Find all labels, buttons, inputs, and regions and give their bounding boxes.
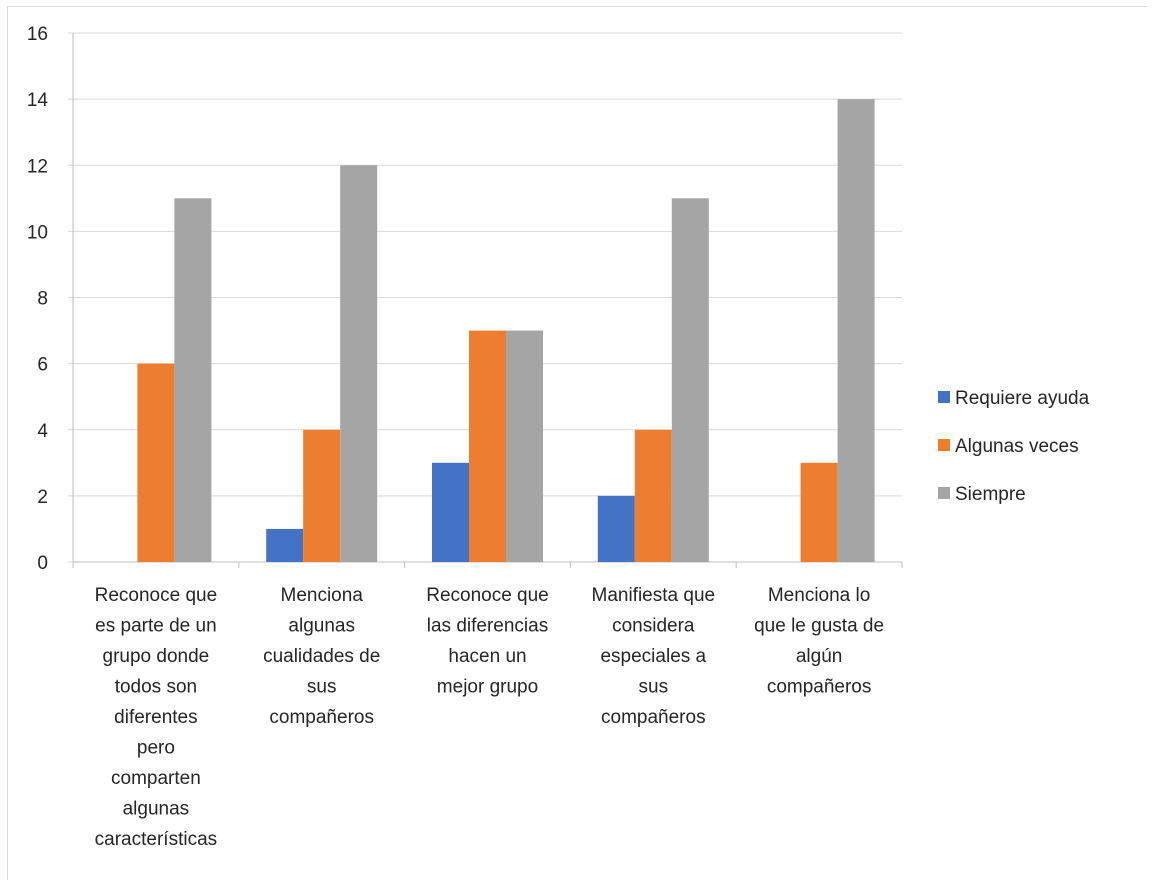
x-category-label: comparten xyxy=(111,768,201,789)
x-category-label: pero xyxy=(137,738,175,759)
y-tick-label: 4 xyxy=(37,421,48,442)
legend-label: Requiere ayuda xyxy=(955,388,1090,409)
bar-requiere-ayuda[interactable] xyxy=(432,462,469,562)
bar-siempre[interactable] xyxy=(506,330,543,562)
chart-frame xyxy=(7,6,1147,880)
y-tick-label: 10 xyxy=(27,222,48,243)
bar-siempre[interactable] xyxy=(340,165,378,562)
y-tick-label: 6 xyxy=(37,355,48,376)
x-category-label: algún xyxy=(796,646,843,667)
x-category-label: características xyxy=(95,829,217,850)
x-category-label: algunas xyxy=(123,799,190,820)
x-category-label: hacen un xyxy=(448,646,526,667)
x-category-label: cualidades de xyxy=(263,646,380,667)
y-tick-label: 8 xyxy=(37,289,48,310)
x-category-label: compañeros xyxy=(269,707,374,728)
x-category-label: Manifiesta que xyxy=(592,585,716,606)
x-category-label: grupo donde xyxy=(103,646,210,667)
legend-swatch xyxy=(938,439,950,451)
bar-algunas-veces[interactable] xyxy=(469,330,506,562)
x-category-label: algunas xyxy=(288,616,355,637)
legend-label: Algunas veces xyxy=(955,436,1079,457)
x-category-label: Reconoce que xyxy=(95,585,218,606)
bar-siempre[interactable] xyxy=(837,99,875,562)
y-tick-label: 14 xyxy=(27,90,49,111)
bar-siempre[interactable] xyxy=(174,198,212,562)
bar-algunas-veces[interactable] xyxy=(800,462,838,562)
legend-swatch xyxy=(938,391,950,403)
x-category-label: Menciona xyxy=(281,585,364,606)
legend-label: Siempre xyxy=(955,484,1026,505)
bar-siempre[interactable] xyxy=(671,198,709,562)
x-category-label: sus xyxy=(307,677,337,698)
bar-algunas-veces[interactable] xyxy=(137,363,175,562)
x-category-label: Reconoce que xyxy=(426,585,549,606)
x-category-label: Menciona lo xyxy=(768,585,870,606)
x-category-label: mejor grupo xyxy=(437,677,538,698)
x-category-label: considera xyxy=(612,616,695,637)
x-category-label: que le gusta de xyxy=(754,616,884,637)
x-category-label: sus xyxy=(639,677,669,698)
y-tick-label: 16 xyxy=(27,24,48,45)
x-category-label: diferentes xyxy=(114,707,197,728)
legend-swatch xyxy=(938,487,950,499)
bar-algunas-veces[interactable] xyxy=(303,429,341,562)
x-category-label: compañeros xyxy=(601,707,706,728)
x-category-label: las diferencias xyxy=(427,616,548,637)
y-tick-label: 12 xyxy=(27,156,48,177)
x-category-label: compañeros xyxy=(767,677,872,698)
bar-requiere-ayuda[interactable] xyxy=(597,495,635,562)
x-category-label: especiales a xyxy=(600,646,706,667)
bar-requiere-ayuda[interactable] xyxy=(266,528,304,562)
x-category-label: es parte de un xyxy=(95,616,216,637)
y-tick-label: 0 xyxy=(37,553,48,574)
y-tick-label: 2 xyxy=(37,487,48,508)
bar-algunas-veces[interactable] xyxy=(634,429,672,562)
x-category-label: todos son xyxy=(115,677,197,698)
